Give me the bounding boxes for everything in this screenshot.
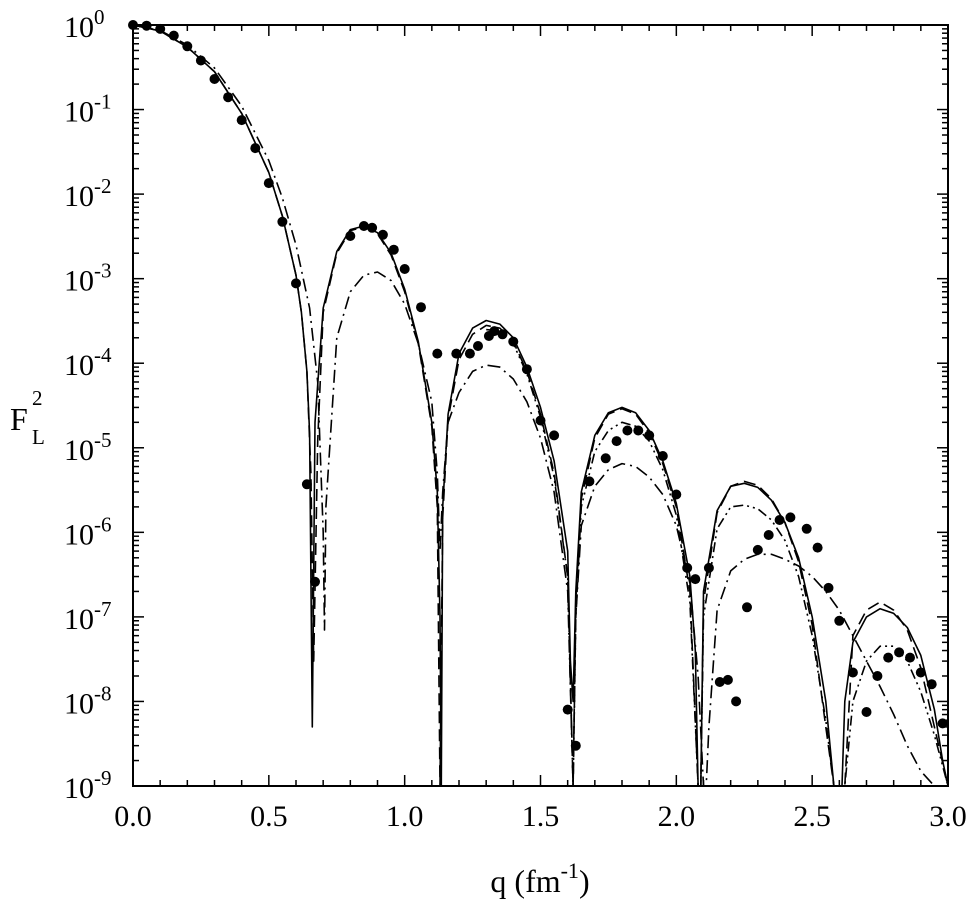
- data-point: [722, 674, 733, 685]
- data-point: [622, 425, 633, 436]
- data-point: [310, 576, 320, 587]
- x-axis-label: q (fm-1): [490, 858, 589, 899]
- data-point: [883, 652, 894, 663]
- y-tick-label: 10-8: [64, 681, 112, 720]
- data-point: [915, 667, 926, 678]
- series-line-dashed: [132, 24, 949, 787]
- y-axis-label-sup: 2: [32, 386, 43, 410]
- data-point: [367, 222, 378, 233]
- x-axis-label-sup: -1: [561, 858, 579, 883]
- data-point: [195, 55, 206, 66]
- data-point: [473, 341, 483, 351]
- y-tick-label: 10-7: [64, 597, 112, 636]
- data-point: [774, 515, 785, 525]
- data-point: [236, 115, 247, 126]
- y-tick-label: 10-2: [64, 174, 112, 213]
- series-line-dash-dot: [132, 24, 948, 787]
- data-point: [671, 489, 682, 500]
- x-tick-label: 0.5: [250, 800, 288, 833]
- data-point: [388, 244, 399, 255]
- y-tick-label: 10-1: [64, 90, 112, 129]
- data-point: [508, 336, 519, 347]
- series-layer: [132, 24, 949, 787]
- data-point: [416, 302, 426, 313]
- data-point: [644, 430, 655, 441]
- y-axis-label-sub: L: [32, 425, 45, 449]
- data-point: [345, 231, 356, 241]
- data-point: [277, 216, 288, 227]
- data-point: [731, 696, 742, 707]
- data-point: [633, 425, 644, 436]
- data-point: [894, 647, 905, 658]
- data-point: [168, 30, 179, 41]
- data-point: [451, 348, 462, 359]
- data-point: [926, 679, 937, 690]
- data-point: [358, 221, 369, 231]
- y-axis-label: F 2 L: [10, 386, 45, 449]
- data-point: [182, 41, 193, 52]
- data-point: [785, 512, 796, 523]
- data-point: [562, 704, 573, 715]
- data-point: [861, 707, 872, 717]
- x-axis-label-main: q (fm: [490, 863, 560, 899]
- x-tick-label: 3.0: [929, 800, 967, 833]
- data-point: [535, 415, 546, 426]
- data-point: [611, 436, 622, 447]
- data-point: [263, 178, 274, 189]
- data-point: [834, 615, 845, 626]
- data-point: [521, 364, 532, 375]
- data-point: [399, 264, 410, 274]
- data-point: [291, 278, 301, 289]
- data-point: [464, 348, 475, 359]
- data-point: [250, 143, 261, 154]
- x-tick-label: 2.5: [793, 800, 831, 833]
- x-tick-label: 0.0: [114, 800, 152, 833]
- y-tick-label: 10-5: [64, 428, 112, 467]
- series-line-dash-dot-dot: [486, 328, 949, 787]
- y-tick-label: 100: [64, 5, 105, 44]
- x-tick-label: 2.0: [658, 800, 696, 833]
- tick-layer: 0.0 0.5 1.0 1.5 2.0 2.5 3.0 10-9 10-8 10-7 10-6 10-…: [64, 5, 967, 833]
- data-point: [377, 229, 388, 240]
- data-point: [223, 92, 234, 103]
- data-point: [682, 562, 693, 573]
- data-point: [209, 74, 220, 84]
- data-point: [703, 562, 714, 573]
- data-point: [905, 652, 915, 663]
- x-tick-label: 1.5: [522, 800, 560, 833]
- y-tick-label: 10-3: [64, 259, 112, 298]
- data-point: [570, 740, 581, 751]
- data-point: [657, 451, 668, 461]
- x-axis-label-close: ): [579, 863, 590, 899]
- data-point: [301, 479, 312, 490]
- y-axis-label-main: F: [10, 401, 28, 437]
- y-tick-label: 10-4: [64, 343, 112, 382]
- data-point: [847, 667, 858, 678]
- y-tick-label: 10-6: [64, 512, 112, 551]
- data-point: [872, 671, 883, 681]
- data-point: [489, 326, 500, 337]
- data-point: [432, 348, 443, 359]
- y-tick-label: 10-9: [64, 766, 112, 805]
- marker-layer: [128, 20, 948, 751]
- data-point: [763, 530, 774, 540]
- data-point: [549, 430, 560, 441]
- data-point: [801, 523, 812, 534]
- x-tick-label: 1.0: [386, 800, 424, 833]
- data-point: [714, 677, 725, 687]
- data-point: [690, 574, 701, 585]
- data-point: [600, 453, 611, 464]
- data-point: [812, 542, 823, 553]
- data-point: [752, 544, 763, 555]
- series-line-solid: [132, 24, 949, 787]
- data-point: [584, 476, 595, 487]
- data-point: [497, 329, 508, 340]
- data-point: [823, 582, 834, 593]
- data-point: [742, 602, 752, 613]
